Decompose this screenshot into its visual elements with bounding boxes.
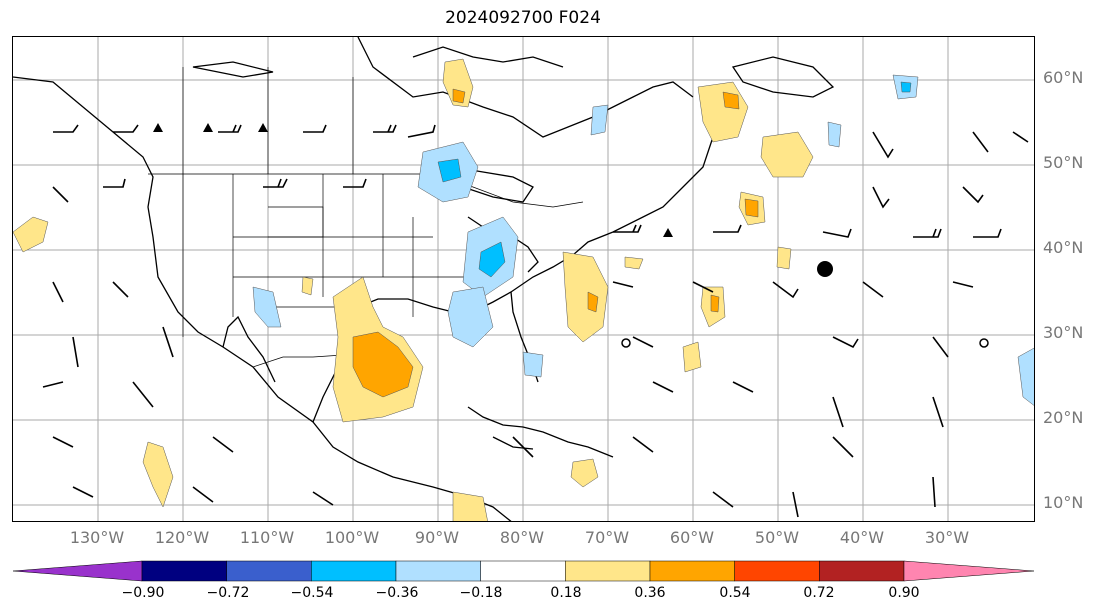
lat-label: 50°N xyxy=(1043,153,1084,172)
lat-label: 20°N xyxy=(1043,408,1084,427)
lon-label: 100°W xyxy=(324,528,380,547)
colorbar-segment xyxy=(141,560,227,582)
lon-label: 50°W xyxy=(754,528,800,547)
colorbar-segment xyxy=(480,560,566,582)
lon-label: 130°W xyxy=(69,528,125,547)
colorbar-segment xyxy=(649,560,735,582)
map-canvas[interactable] xyxy=(13,37,1035,522)
lon-label: 30°W xyxy=(924,528,970,547)
positive-anomaly-shading xyxy=(13,58,814,521)
graticule xyxy=(13,37,1034,521)
lat-label: 10°N xyxy=(1043,493,1084,512)
lat-label: 40°N xyxy=(1043,238,1084,257)
colorbar-tick-label: 0.54 xyxy=(719,585,751,601)
calm-circle-marker xyxy=(621,338,631,348)
calm-circle-marker xyxy=(979,338,989,348)
lon-label: 90°W xyxy=(414,528,460,547)
negative-anomaly-shading xyxy=(252,74,1034,406)
wind-barbs xyxy=(42,124,1029,518)
lon-label: 120°W xyxy=(154,528,210,547)
lon-label: 70°W xyxy=(584,528,630,547)
colorbar-extend-low xyxy=(12,560,143,582)
lon-label: 80°W xyxy=(499,528,545,547)
colorbar xyxy=(12,560,1035,582)
colorbar-segment xyxy=(819,560,905,582)
colorbar-tick-label: 0.90 xyxy=(888,585,920,601)
map-title: 2024092700 F024 xyxy=(445,8,601,28)
colorbar-tick-label: 0.36 xyxy=(634,585,666,601)
colorbar-segment xyxy=(565,560,651,582)
borders xyxy=(148,67,584,368)
colorbar-tick-label: −0.90 xyxy=(121,585,165,601)
colorbar-tick-label: 0.18 xyxy=(550,585,582,601)
colorbar-tick-label: −0.72 xyxy=(206,585,250,601)
lon-label: 60°W xyxy=(669,528,715,547)
map-panel[interactable] xyxy=(12,36,1035,522)
colorbar-tick-label: −0.36 xyxy=(375,585,419,601)
lat-label: 60°N xyxy=(1043,68,1084,87)
colorbar-tick-label: 0.72 xyxy=(803,585,835,601)
colorbar-tick-label: −0.54 xyxy=(290,585,334,601)
lon-label: 110°W xyxy=(239,528,295,547)
colorbar-segment xyxy=(226,560,312,582)
wind-pennants xyxy=(153,123,673,237)
lat-label: 30°N xyxy=(1043,323,1084,342)
calm-marker xyxy=(817,261,833,277)
colorbar-tick-label: −0.18 xyxy=(459,585,503,601)
colorbar-extend-high xyxy=(903,560,1035,582)
colorbar-segment xyxy=(734,560,820,582)
colorbar-segment xyxy=(395,560,481,582)
colorbar-segment xyxy=(311,560,397,582)
lon-label: 40°W xyxy=(839,528,885,547)
